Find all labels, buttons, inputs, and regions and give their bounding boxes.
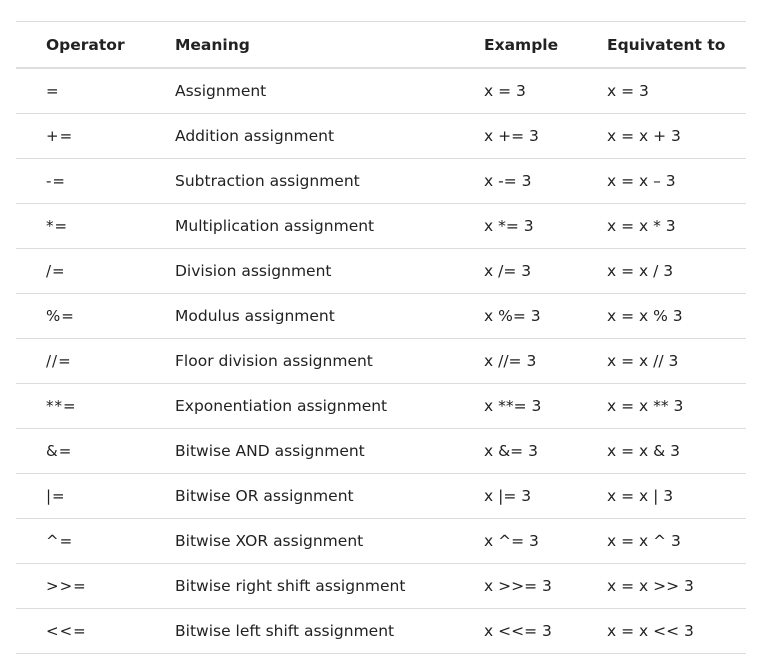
example-cell: x &= 3: [484, 442, 538, 460]
example-cell: x <<= 3: [484, 622, 552, 640]
meaning-cell: Floor division assignment: [175, 352, 373, 370]
header-equivalent: Equivatent to: [607, 35, 726, 54]
meaning-cell: Bitwise right shift assignment: [175, 577, 406, 595]
equivalent-cell: x = x ** 3: [607, 397, 684, 415]
example-cell: x >>= 3: [484, 577, 552, 595]
meaning-cell: Bitwise XOR assignment: [175, 532, 364, 550]
equivalent-cell: x = x ^ 3: [607, 532, 681, 550]
example-cell: x **= 3: [484, 397, 542, 415]
example-cell: x %= 3: [484, 307, 541, 325]
example-cell: x += 3: [484, 127, 539, 145]
operator-cell: %=: [46, 307, 75, 325]
table-row: |= Bitwise OR assignment x |= 3 x = x | 3: [16, 474, 746, 519]
operator-cell: >>=: [46, 577, 87, 595]
equivalent-cell: x = x % 3: [607, 307, 683, 325]
operator-cell: -=: [46, 172, 66, 190]
example-cell: x /= 3: [484, 262, 532, 280]
meaning-cell: Exponentiation assignment: [175, 397, 388, 415]
table-row: **= Exponentiation assignment x **= 3 x = x…: [16, 384, 746, 429]
table-row: /= Division assignment x /= 3 x = x / 3: [16, 249, 746, 294]
header-meaning: Meaning: [175, 35, 250, 54]
operator-cell: =: [46, 82, 60, 100]
equivalent-cell: x = x << 3: [607, 622, 694, 640]
example-cell: x *= 3: [484, 217, 534, 235]
operator-cell: **=: [46, 397, 77, 415]
table-row: %= Modulus assignment x %= 3 x = x % 3: [16, 294, 746, 339]
meaning-cell: Division assignment: [175, 262, 332, 280]
meaning-cell: Bitwise OR assignment: [175, 487, 354, 505]
header-operator: Operator: [46, 35, 125, 54]
table-row: &= Bitwise AND assignment x &= 3 x = x & 3: [16, 429, 746, 474]
operator-cell: *=: [46, 217, 69, 235]
equivalent-cell: x = x * 3: [607, 217, 676, 235]
table-row: ^= Bitwise XOR assignment x ^= 3 x = x ^ 3: [16, 519, 746, 564]
operator-cell: /=: [46, 262, 66, 280]
equivalent-cell: x = x & 3: [607, 442, 680, 460]
operator-cell: &=: [46, 442, 73, 460]
table-row: *= Multiplication assignment x *= 3 x = x *…: [16, 204, 746, 249]
example-cell: x = 3: [484, 82, 526, 100]
equivalent-cell: x = x >> 3: [607, 577, 694, 595]
meaning-cell: Multiplication assignment: [175, 217, 375, 235]
operator-cell: //=: [46, 352, 72, 370]
equivalent-cell: x = x / 3: [607, 262, 674, 280]
equivalent-cell: x = x – 3: [607, 172, 676, 190]
table-row: //= Floor division assignment x //= 3 x = x…: [16, 339, 746, 384]
example-cell: x //= 3: [484, 352, 537, 370]
table-row: = Assignment x = 3 x = 3: [16, 69, 746, 114]
operator-cell: +=: [46, 127, 74, 145]
example-cell: x |= 3: [484, 487, 532, 505]
equivalent-cell: x = x // 3: [607, 352, 679, 370]
equivalent-cell: x = x + 3: [607, 127, 681, 145]
equivalent-cell: x = x | 3: [607, 487, 674, 505]
meaning-cell: Modulus assignment: [175, 307, 335, 325]
header-example: Example: [484, 35, 559, 54]
equivalent-cell: x = 3: [607, 82, 649, 100]
example-cell: x ^= 3: [484, 532, 539, 550]
operator-cell: ^=: [46, 532, 74, 550]
table-row: >>= Bitwise right shift assignment x >>= 3…: [16, 564, 746, 609]
meaning-cell: Subtraction assignment: [175, 172, 360, 190]
operators-table: Operator Meaning Example Equivatent to =…: [16, 21, 746, 654]
table-row: -= Subtraction assignment x -= 3 x = x – 3: [16, 159, 746, 204]
meaning-cell: Assignment: [175, 82, 267, 100]
meaning-cell: Bitwise AND assignment: [175, 442, 365, 460]
operator-cell: |=: [46, 487, 66, 505]
meaning-cell: Bitwise left shift assignment: [175, 622, 395, 640]
table-body: = Assignment x = 3 x = 3 += Addition assignme…: [16, 69, 746, 654]
table-row: <<= Bitwise left shift assignment x <<= 3 x…: [16, 609, 746, 654]
table-row: += Addition assignment x += 3 x = x + 3: [16, 114, 746, 159]
example-cell: x -= 3: [484, 172, 532, 190]
meaning-cell: Addition assignment: [175, 127, 335, 145]
operator-cell: <<=: [46, 622, 87, 640]
table-header-row: Operator Meaning Example Equivatent to: [16, 22, 746, 69]
